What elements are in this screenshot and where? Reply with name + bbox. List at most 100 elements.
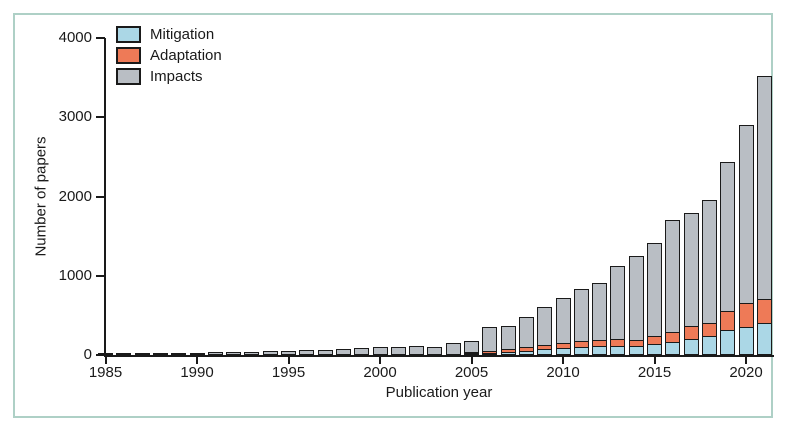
bar-1994 — [262, 351, 278, 355]
x-tick-label-1995: 1995 — [271, 364, 306, 381]
bar-1991-segment-impacts — [208, 353, 222, 354]
bar-2019-segment-mitigation — [721, 330, 735, 354]
bar-2009-segment-adaptation — [538, 345, 552, 349]
x-tick-2000 — [379, 357, 381, 364]
bar-2020-segment-adaptation — [739, 303, 753, 327]
bar-1997 — [317, 350, 333, 355]
bar-2013-segment-mitigation — [611, 346, 625, 354]
bar-2010-segment-impacts — [556, 299, 570, 343]
bar-2013 — [610, 266, 626, 355]
bar-1990 — [189, 353, 205, 355]
bar-2008-segment-adaptation — [519, 347, 533, 351]
x-tick-1995 — [287, 357, 290, 364]
bar-2010-segment-mitigation — [556, 348, 570, 354]
legend-label-mitigation: Mitigation — [150, 26, 215, 43]
bar-2015-segment-impacts — [648, 244, 661, 336]
x-tick-label-2005: 2005 — [454, 364, 489, 381]
bar-2004-segment-impacts — [446, 344, 460, 354]
bar-2006-segment-mitigation — [483, 353, 497, 354]
legend-swatch-adaptation — [116, 47, 141, 64]
bar-1996 — [299, 350, 315, 355]
x-axis-title: Publication year — [385, 384, 493, 401]
bar-2005-segment-impacts — [465, 342, 478, 352]
y-axis-title: Number of papers — [32, 136, 50, 257]
y-tick-2000 — [96, 195, 105, 198]
bar-2013-segment-adaptation — [611, 339, 625, 346]
bar-2005-segment-mitigation — [465, 353, 478, 354]
bar-2008-segment-mitigation — [519, 351, 533, 354]
bar-2011-segment-mitigation — [574, 347, 588, 354]
legend-swatch-impacts — [116, 68, 141, 85]
bar-2015-segment-mitigation — [648, 344, 661, 354]
bar-2001 — [390, 347, 406, 355]
x-tick-2010 — [562, 357, 564, 364]
bar-2014-segment-mitigation — [629, 346, 643, 354]
x-tick-label-2020: 2020 — [729, 364, 763, 381]
bar-2003-segment-impacts — [428, 348, 442, 354]
x-tick-2015 — [653, 357, 656, 364]
bar-2021-segment-adaptation — [757, 299, 771, 323]
bar-2009-segment-mitigation — [538, 349, 552, 354]
legend-label-adaptation: Adaptation — [150, 47, 222, 64]
bar-2014-segment-adaptation — [629, 340, 643, 346]
y-tick-label-0: 0 — [83, 346, 92, 363]
bar-2010 — [555, 298, 571, 355]
bar-2011-segment-impacts — [574, 290, 588, 341]
bar-1999 — [354, 348, 370, 355]
bar-2015 — [647, 243, 662, 355]
bar-2002 — [409, 346, 425, 355]
x-axis-line — [104, 355, 774, 357]
bar-2017-segment-adaptation — [684, 326, 698, 339]
legend-item-mitigation: Mitigation — [116, 24, 222, 45]
x-tick-label-1985: 1985 — [88, 364, 123, 381]
bar-2006-segment-adaptation — [483, 351, 497, 353]
bar-2014 — [628, 256, 644, 355]
legend: Mitigation Adaptation Impacts — [116, 24, 222, 87]
bar-2006 — [482, 327, 498, 355]
y-tick-label-3000: 3000 — [58, 108, 92, 126]
bar-2020-segment-impacts — [739, 126, 753, 303]
bar-1998 — [335, 349, 351, 355]
bar-2009-segment-impacts — [538, 308, 552, 345]
bar-2002-segment-impacts — [410, 347, 424, 354]
bar-2020-segment-mitigation — [739, 327, 753, 354]
bar-2016 — [665, 220, 681, 355]
bar-2005 — [464, 341, 479, 355]
x-tick-label-2000: 2000 — [363, 364, 397, 381]
bar-1995 — [281, 351, 296, 355]
bar-2008-segment-impacts — [519, 318, 533, 347]
bar-2016-segment-adaptation — [666, 332, 680, 342]
bar-2010-segment-adaptation — [556, 343, 570, 348]
bar-2018-segment-mitigation — [702, 336, 716, 354]
bar-2007-segment-impacts — [501, 327, 515, 349]
bar-2009 — [537, 307, 553, 355]
bar-1989 — [171, 353, 187, 355]
y-tick-label-1000: 1000 — [58, 266, 92, 284]
bar-1997-segment-impacts — [318, 351, 332, 354]
bar-2008 — [518, 317, 534, 355]
bar-1998-segment-impacts — [336, 350, 350, 354]
bar-1993 — [244, 352, 260, 355]
x-tick-2005 — [470, 357, 473, 364]
bar-2000 — [372, 347, 388, 355]
bar-2021-segment-impacts — [757, 77, 771, 299]
x-tick-1985 — [104, 357, 107, 364]
bar-2019 — [720, 162, 736, 355]
y-tick-3000 — [96, 116, 105, 119]
bar-2011 — [573, 289, 589, 355]
x-tick-1990 — [196, 357, 198, 364]
bar-2017-segment-mitigation — [684, 339, 698, 354]
bar-2012-segment-adaptation — [593, 340, 607, 346]
bar-2017-segment-impacts — [684, 214, 698, 326]
x-tick-label-2015: 2015 — [637, 364, 672, 381]
x-tick-2020 — [745, 357, 747, 364]
bar-2012 — [592, 283, 608, 355]
bar-2016-segment-mitigation — [666, 342, 680, 354]
x-tick-label-1990: 1990 — [180, 364, 214, 381]
bar-2018 — [701, 200, 717, 355]
bar-1985 — [98, 353, 113, 355]
bar-2012-segment-impacts — [593, 284, 607, 340]
legend-label-impacts: Impacts — [150, 68, 203, 85]
bar-2013-segment-impacts — [611, 267, 625, 339]
